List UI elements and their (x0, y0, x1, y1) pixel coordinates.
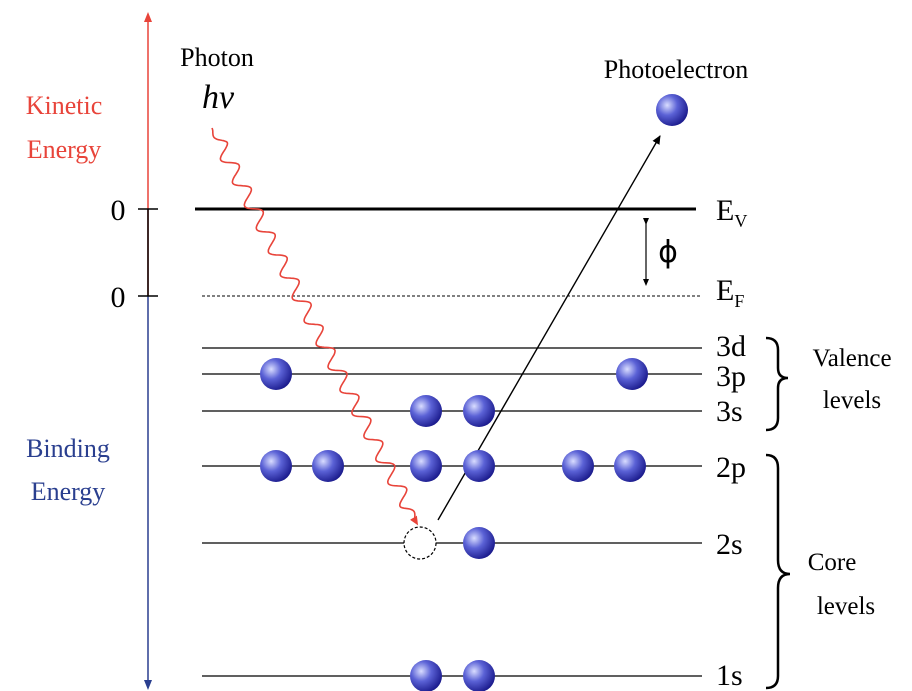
kinetic-label-line1: Kinetic (26, 91, 103, 120)
level-3s-label: 3s (716, 395, 743, 428)
axis-arrow-down-icon (144, 680, 152, 690)
photoelectron-sphere-icon (656, 94, 688, 126)
zero-fermi-label: 0 (111, 281, 126, 314)
energy-levels (195, 207, 702, 677)
valence-label-line2: levels (823, 387, 881, 414)
valence-label-line1: Valence (812, 345, 891, 372)
level-3p-label: 3p (716, 360, 746, 393)
core-brace-icon (765, 453, 791, 690)
level-1s-label: 1s (716, 659, 743, 691)
electron-sphere-icon (410, 395, 442, 427)
electrons (260, 358, 648, 691)
zero-vacuum-label: 0 (111, 194, 126, 227)
electron-sphere-icon (260, 450, 292, 482)
level-3d-label: 3d (716, 330, 746, 363)
photon-label: Photon (180, 43, 254, 72)
work-function: ϕ (643, 218, 678, 286)
axis-arrow-up-icon (144, 12, 152, 22)
core-label-line2: levels (817, 593, 875, 620)
core-label-line1: Core (808, 549, 857, 576)
photoelectron-label: Photoelectron (604, 55, 748, 84)
electron-hole-icon (403, 526, 437, 560)
electron-sphere-icon (463, 395, 495, 427)
level-2s-label: 2s (716, 528, 743, 561)
work-function-symbol: ϕ (658, 235, 678, 270)
energy-axis: 0 0 Kinetic Energy Binding Energy (26, 12, 158, 690)
binding-label-line2: Energy (31, 477, 106, 506)
wavy-photon-icon (211, 127, 419, 526)
photoelectron-group: Photoelectron (437, 55, 748, 521)
electron-sphere-icon (260, 358, 292, 390)
electron-sphere-icon (463, 450, 495, 482)
electron-sphere-icon (410, 450, 442, 482)
level-2p-label: 2p (716, 451, 746, 484)
electron-sphere-icon (463, 660, 495, 691)
electron-sphere-icon (616, 358, 648, 390)
electron-sphere-icon (463, 527, 495, 559)
electron-sphere-icon (410, 660, 442, 691)
photon-symbol: hν (202, 79, 235, 116)
electron-sphere-icon (312, 450, 344, 482)
kinetic-label-line2: Energy (27, 135, 102, 164)
level-labels: EV EF 3d 3p 3s 2p 2s 1s (716, 194, 747, 691)
electron-sphere-icon (562, 450, 594, 482)
photon-group: Photon hν (180, 43, 419, 526)
valence-brace-icon (765, 336, 789, 432)
electron-sphere-icon (614, 450, 646, 482)
core-brace: Core levels (765, 453, 875, 690)
valence-brace: Valence levels (765, 336, 892, 432)
vacuum-level-label: EV (716, 194, 747, 231)
fermi-level-label: EF (716, 274, 744, 311)
binding-label-line1: Binding (26, 434, 110, 463)
